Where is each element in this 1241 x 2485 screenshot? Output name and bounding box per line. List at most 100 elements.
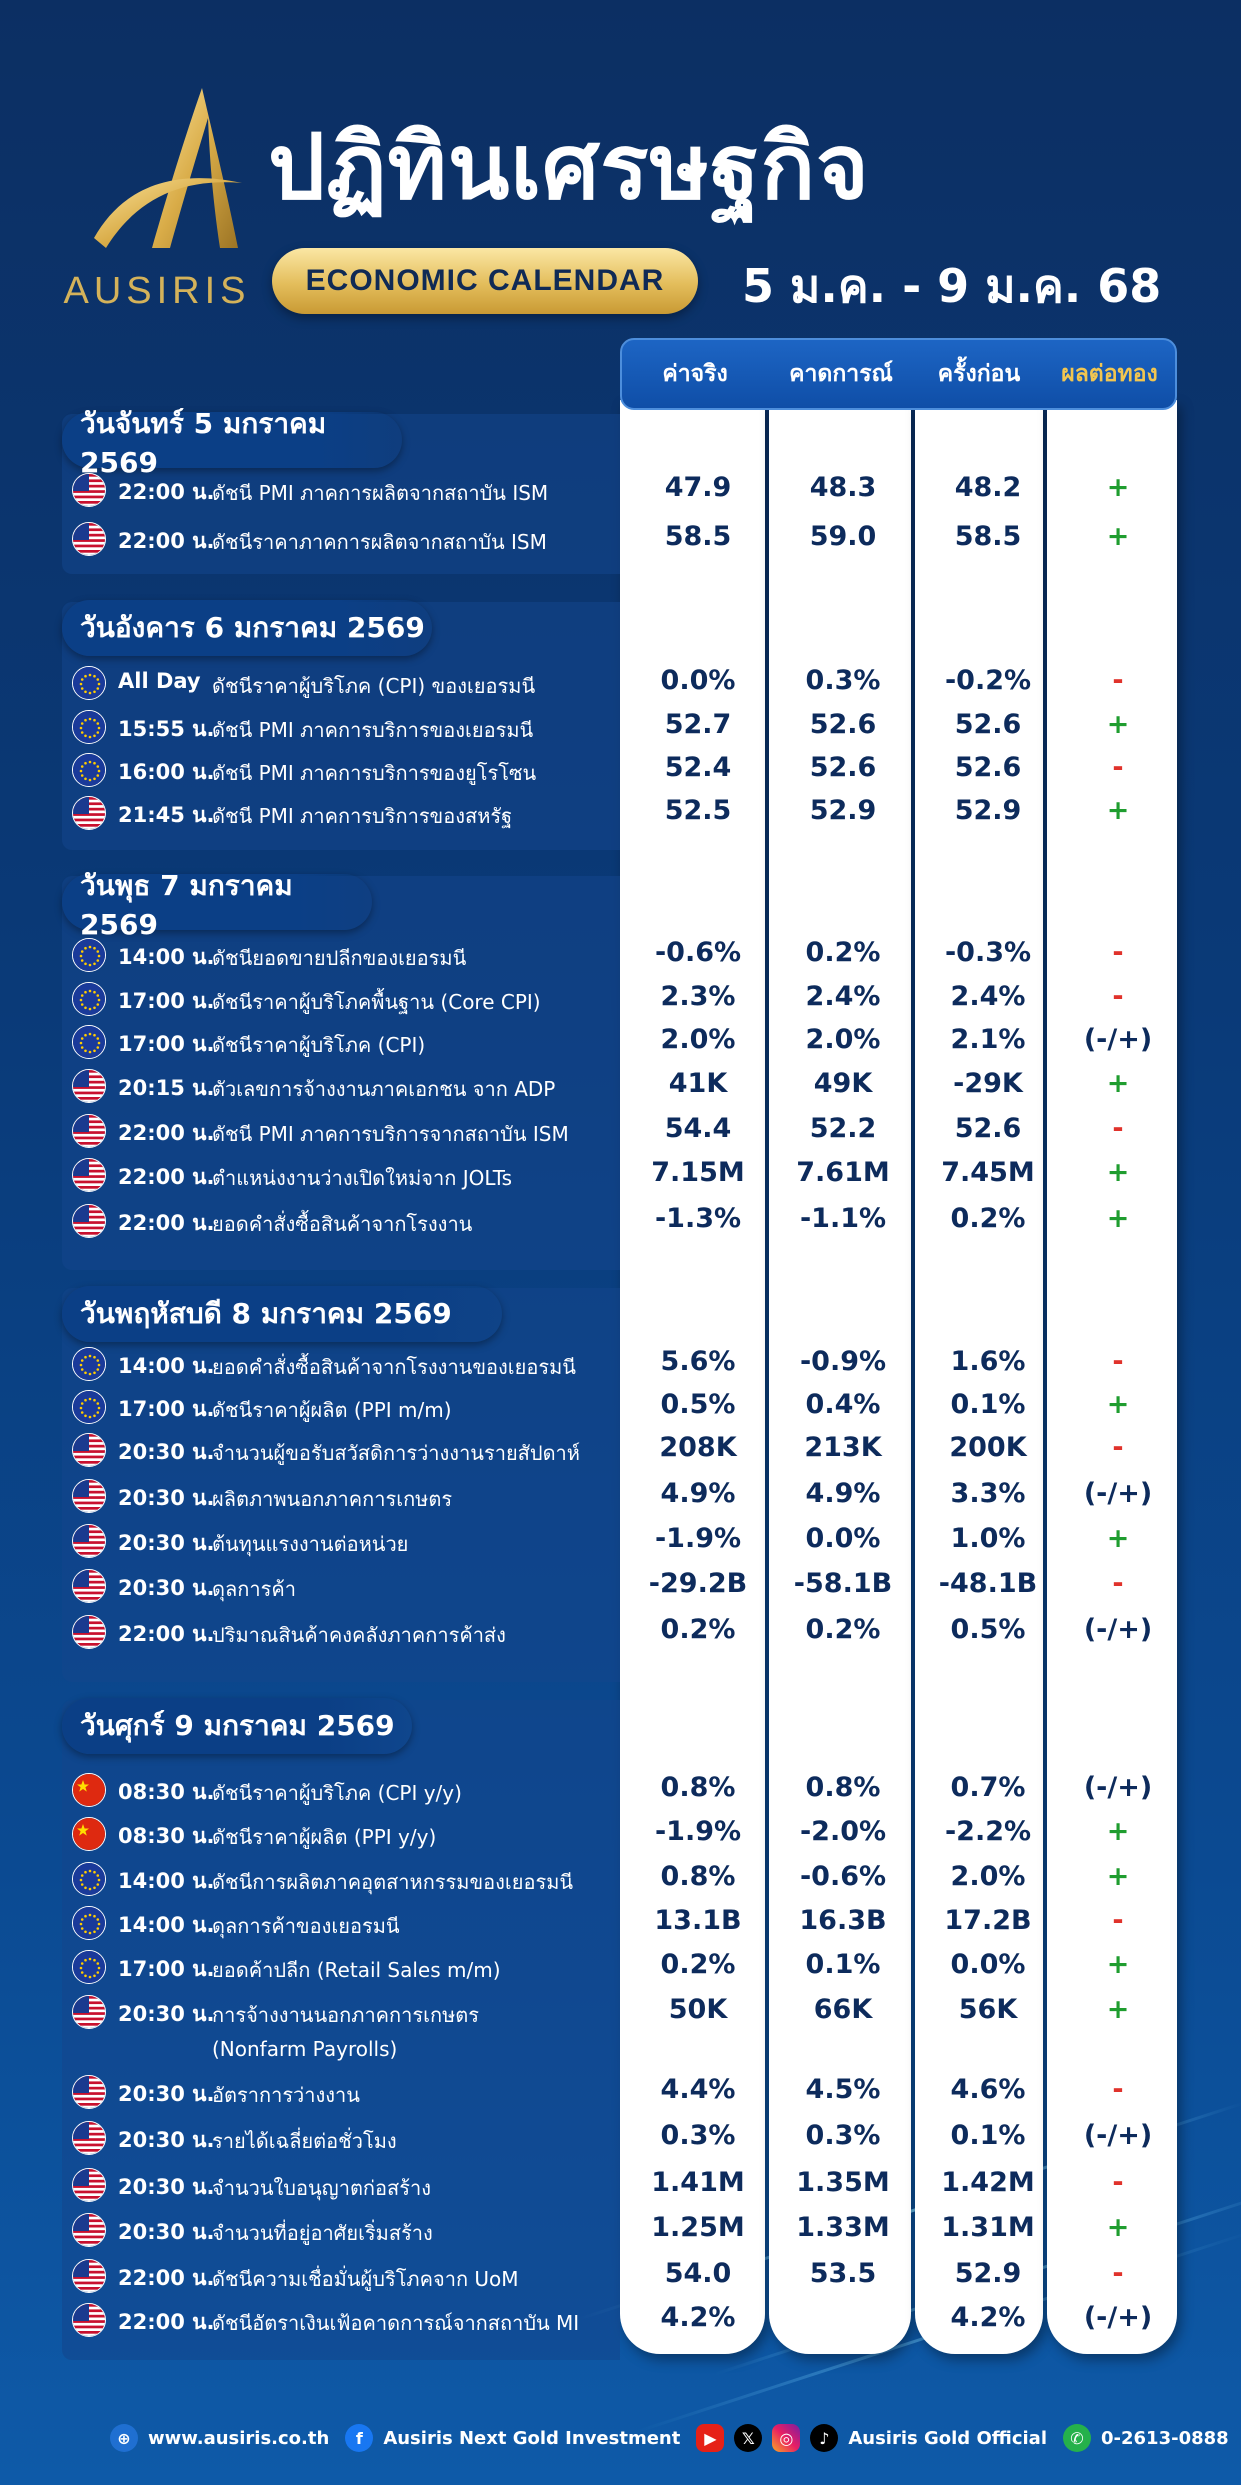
us-flag-icon	[72, 473, 106, 507]
tiktok-icon[interactable]: ♪	[810, 2424, 839, 2452]
previous-value: 0.5%	[950, 1614, 1026, 1645]
gold-impact: -	[1112, 665, 1124, 696]
previous-column-bg	[915, 400, 1043, 2354]
us-flag-icon	[72, 2121, 106, 2155]
event-name-line2: (Nonfarm Payrolls)	[212, 2037, 398, 2061]
event-row: 20:30 น. การจ้างงานนอกภาคการเกษตร (Nonfarm…	[62, 1992, 1177, 2061]
gold-impact: +	[1106, 709, 1130, 740]
event-time: 22:00 น.	[118, 1211, 215, 1235]
cn-flag-icon	[72, 1817, 106, 1851]
event-row: 14:00 น. ยอดคำสั่งซื้อสินค้าจากโรงงานของเ…	[62, 1344, 1177, 1384]
x-icon[interactable]: 𝕏	[734, 2424, 763, 2452]
actual-value: 47.9	[664, 472, 732, 503]
event-name: จำนวนใบอนุญาตก่อสร้าง	[212, 2176, 431, 2200]
gold-impact: (-/+)	[1083, 2302, 1153, 2333]
event-time: 17:00 น.	[118, 989, 215, 1013]
website-link[interactable]: www.ausiris.co.th	[148, 2427, 330, 2449]
actual-value: 1.25M	[651, 2212, 745, 2243]
phone-icon: ✆	[1063, 2424, 1091, 2452]
gold-impact: -	[1112, 1568, 1124, 1599]
forecast-value: 52.6	[809, 752, 877, 783]
event-row: 08:30 น. ดัชนีราคาผู้บริโภค (CPI y/y) 0.8%…	[62, 1770, 1177, 1810]
previous-value: 200K	[949, 1432, 1027, 1463]
actual-value: 41K	[668, 1068, 728, 1099]
gold-impact: +	[1106, 1994, 1130, 2025]
event-time: 20:30 น.	[118, 1531, 215, 1555]
event-row: 20:30 น. รายได้เฉลี่ยต่อชั่วโมง 0.3% 0.3% 0.…	[62, 2118, 1177, 2158]
phone-number[interactable]: 0-2613-0888	[1101, 2427, 1229, 2449]
actual-value: 0.3%	[660, 2120, 736, 2151]
event-row: 20:15 น. ตัวเลขการจ้างงานภาคเอกชน จาก ADP…	[62, 1066, 1177, 1106]
event-time: 08:30 น.	[118, 1780, 215, 1804]
forecast-column-bg	[769, 400, 911, 2354]
event-time: 20:30 น.	[118, 2220, 215, 2244]
event-name: ดัชนีราคาผู้ผลิต (PPI m/m)	[212, 1398, 452, 1422]
us-flag-icon	[72, 1114, 106, 1148]
gold-impact: +	[1106, 795, 1130, 826]
us-flag-icon	[72, 1433, 106, 1467]
gold-impact: (-/+)	[1083, 2120, 1153, 2151]
previous-value: 52.9	[954, 795, 1022, 826]
header-previous: ครั้งก่อน	[937, 361, 1021, 387]
event-name: ยอดคำสั่งซื้อสินค้าจากโรงงาน	[212, 1212, 473, 1236]
actual-value: -1.9%	[654, 1523, 742, 1554]
event-time: 14:00 น.	[118, 1869, 215, 1893]
previous-value: 58.5	[954, 521, 1022, 552]
actual-value: 7.15M	[651, 1157, 745, 1188]
forecast-value: 0.3%	[805, 2120, 881, 2151]
forecast-value: 48.3	[809, 472, 877, 503]
event-time: 14:00 น.	[118, 945, 215, 969]
event-name: รายได้เฉลี่ยต่อชั่วโมง	[212, 2129, 397, 2153]
youtube-icon[interactable]: ▶	[696, 2424, 725, 2452]
event-name: การจ้างงานนอกภาคการเกษตร	[212, 2003, 479, 2027]
event-name: ดัชนีราคาผู้ผลิต (PPI y/y)	[212, 1825, 437, 1849]
eu-flag-icon	[72, 1347, 106, 1381]
forecast-value: 0.2%	[805, 1614, 881, 1645]
facebook-link[interactable]: Ausiris Next Gold Investment	[383, 2427, 681, 2449]
actual-value: 52.7	[664, 709, 732, 740]
event-name: ดัชนีราคาผู้บริโภค (CPI) ของเยอรมนี	[212, 674, 536, 698]
us-flag-icon	[72, 2259, 106, 2293]
social-account[interactable]: Ausiris Gold Official	[848, 2427, 1047, 2449]
previous-value: 7.45M	[941, 1157, 1035, 1188]
event-name: จำนวนผู้ขอรับสวัสดิการว่างงานรายสัปดาห์	[212, 1441, 580, 1465]
previous-value: 1.31M	[941, 2212, 1035, 2243]
previous-value: 0.1%	[950, 2120, 1026, 2151]
previous-value: -29K	[953, 1068, 1023, 1099]
day-header: วันอังคาร 6 มกราคม 2569	[62, 600, 432, 656]
actual-column-bg	[620, 400, 765, 2354]
event-time: 20:15 น.	[118, 1076, 215, 1100]
event-time: All Day	[118, 669, 201, 693]
event-row: 16:00 น. ดัชนี PMI ภาคการบริการของยูโรโซน…	[62, 750, 1177, 790]
event-row: 22:00 น. ดัชนี PMI ภาคการบริการจากสถาบัน …	[62, 1111, 1177, 1151]
cn-flag-icon	[72, 1773, 106, 1807]
event-name: อัตราการว่างงาน	[212, 2083, 360, 2107]
eu-flag-icon	[72, 1862, 106, 1896]
day-panel	[62, 1700, 620, 2360]
actual-value: 52.4	[664, 752, 732, 783]
eu-flag-icon	[72, 1390, 106, 1424]
forecast-value: -0.6%	[799, 1861, 887, 1892]
event-name: ดัชนีราคาผู้บริโภค (CPI y/y)	[212, 1781, 462, 1805]
actual-value: -1.3%	[654, 1203, 742, 1234]
event-time: 21:45 น.	[118, 803, 215, 827]
gold-impact: -	[1112, 1346, 1124, 1377]
us-flag-icon	[72, 1524, 106, 1558]
forecast-value: 1.35M	[796, 2167, 890, 2198]
event-name: ดัชนีราคาผู้บริโภคพื้นฐาน (Core CPI)	[212, 990, 541, 1014]
event-time: 17:00 น.	[118, 1957, 215, 1981]
event-name: ยอดค้าปลีก (Retail Sales m/m)	[212, 1958, 501, 1982]
forecast-value: 0.8%	[805, 1772, 881, 1803]
event-time: 22:00 น.	[118, 1622, 215, 1646]
event-name: ตัวเลขการจ้างงานภาคเอกชน จาก ADP	[212, 1077, 556, 1101]
event-time: 20:30 น.	[118, 2082, 215, 2106]
event-time: 22:00 น.	[118, 1165, 215, 1189]
previous-value: 48.2	[954, 472, 1022, 503]
previous-value: 3.3%	[950, 1478, 1026, 1509]
event-row: 20:30 น. ดุลการค้า -29.2B -58.1B -48.1B -	[62, 1566, 1177, 1606]
instagram-icon[interactable]: ◎	[772, 2424, 801, 2452]
day-header: วันพฤหัสบดี 8 มกราคม 2569	[62, 1286, 502, 1342]
gold-impact: -	[1112, 752, 1124, 783]
event-row: 14:00 น. ดุลการค้าของเยอรมนี 13.1B 16.3B 17.…	[62, 1903, 1177, 1943]
